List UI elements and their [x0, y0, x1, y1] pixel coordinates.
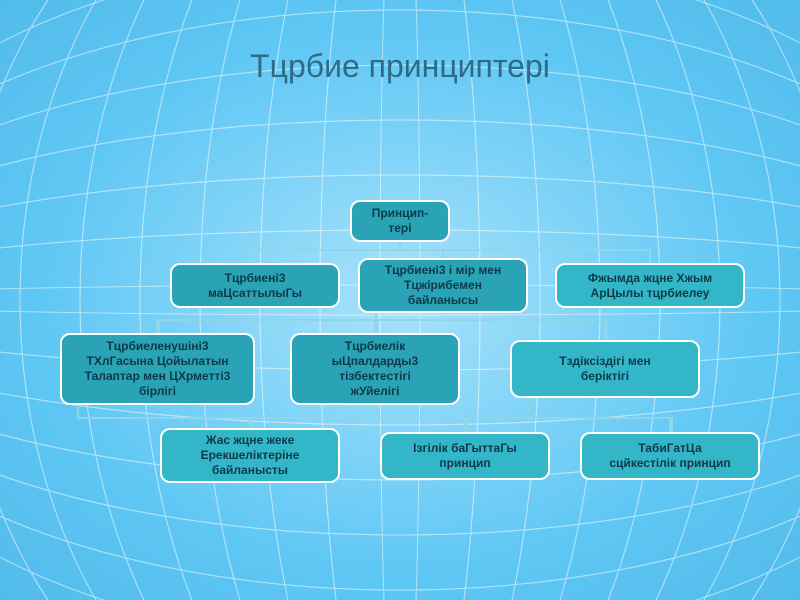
- node-l4b: Ізгілік баГыттаГыпринцип: [380, 432, 550, 480]
- diagram-title: Тцрбие принциптері: [0, 48, 800, 85]
- node-l2c: Фжымда жцне ХжымАрЦылы тцрбиелеу: [555, 263, 745, 308]
- node-l2a: Тцрбиені3маЦсаттылыГы: [170, 263, 340, 308]
- node-l3c: Тздіксіздігі менберіктігі: [510, 340, 700, 398]
- node-root: Принцип-тері: [350, 200, 450, 242]
- diagram-canvas: Тцрбие принциптері Принцип-теріТцрбиені3…: [0, 0, 800, 600]
- node-l4a: Жас жцне жекеЕрекшеліктерінебайланысты: [160, 428, 340, 483]
- node-l4c: ТабиГатЦасцйкестілік принцип: [580, 432, 760, 480]
- node-l3a: Тцрбиеленушіні3ТХлГасына ЦойылатынТалапт…: [60, 333, 255, 405]
- node-l2b: Тцрбиені3 і мір менТцжірибеменбайланысы: [358, 258, 528, 313]
- node-l3b: ТцрбиелікыЦпалдарды3тізбектестігіжУйеліг…: [290, 333, 460, 405]
